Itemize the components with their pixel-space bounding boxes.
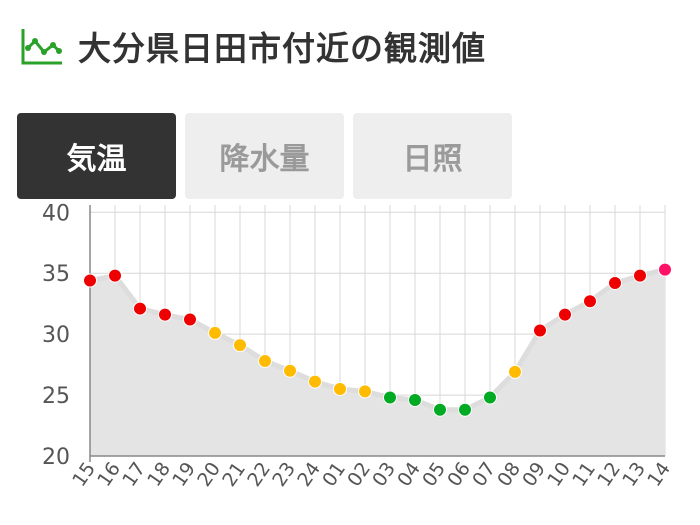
y-tick-label: 20 (42, 445, 70, 470)
tab-temperature[interactable]: 気温 (17, 113, 176, 199)
x-tick-labels: 1516171819202122232401020304050607080910… (68, 458, 675, 490)
y-tick-label: 40 (42, 201, 70, 226)
page-title: 大分県日田市付近の観測値 (78, 29, 486, 68)
data-point-17 (133, 301, 147, 316)
data-point-02 (358, 384, 372, 399)
data-point-14 (658, 262, 672, 277)
tab-sunshine[interactable]: 日照 (353, 113, 512, 199)
data-point-07 (483, 390, 497, 405)
chart-header: 大分県日田市付近の観測値 (20, 24, 486, 68)
data-point-08 (508, 364, 522, 379)
tab-precipitation[interactable]: 降水量 (185, 113, 344, 199)
data-point-13 (633, 268, 647, 283)
data-point-21 (233, 338, 247, 353)
data-point-04 (408, 392, 422, 407)
data-point-05 (433, 402, 447, 417)
area-fill (90, 269, 665, 456)
data-point-15 (83, 273, 97, 288)
line-chart-icon (21, 29, 62, 65)
data-point-22 (258, 353, 272, 368)
data-point-06 (458, 402, 472, 417)
y-tick-label: 35 (42, 262, 70, 287)
chart-axes (89, 205, 665, 462)
data-point-11 (583, 294, 597, 309)
data-point-10 (558, 307, 572, 322)
y-tick-labels: 20 25 30 35 40 (42, 201, 70, 470)
tab-bar: 気温 降水量 日照 (17, 113, 521, 199)
chart-area (90, 269, 665, 456)
data-point-24 (308, 374, 322, 389)
data-point-23 (283, 363, 297, 378)
data-point-01 (333, 381, 347, 396)
data-point-03 (383, 390, 397, 405)
chart-points (83, 262, 672, 417)
data-point-18 (158, 307, 172, 322)
y-tick-label: 25 (42, 384, 70, 409)
x-tick-label: 14 (643, 458, 675, 490)
data-point-16 (108, 268, 122, 283)
data-point-19 (183, 312, 197, 327)
data-point-09 (533, 323, 547, 338)
y-tick-label: 30 (42, 323, 70, 348)
data-point-12 (608, 275, 622, 290)
data-point-20 (208, 325, 222, 340)
